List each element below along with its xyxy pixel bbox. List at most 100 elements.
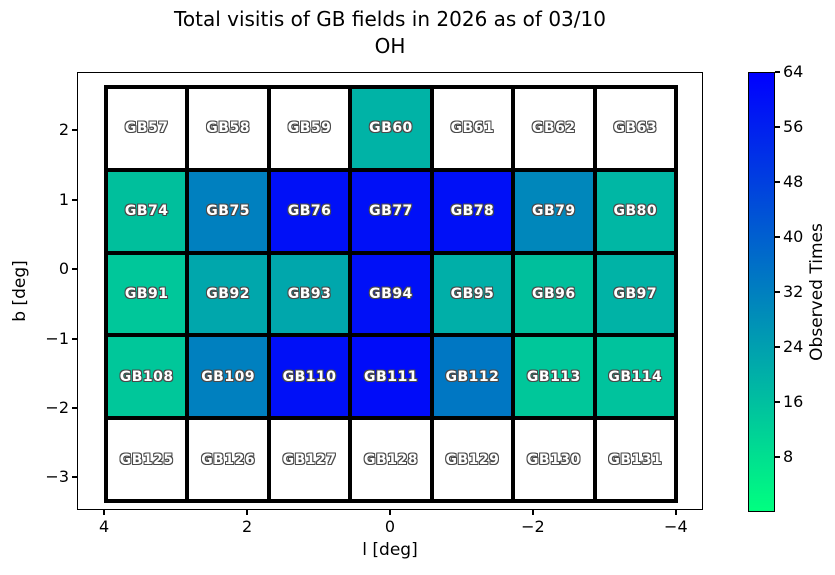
- chart-title: Total visitis of GB fields in 2026 as of…: [0, 6, 780, 60]
- colorbar-tick: [775, 71, 780, 73]
- field-cell-label: GB112: [445, 368, 500, 385]
- field-cell-gb128: GB128: [350, 418, 432, 501]
- y-tick-label: −2: [45, 397, 69, 417]
- x-tick: [531, 510, 534, 515]
- plot-area: GB57 GB58 GB59 GB60 GB61 GB62 GB63 GB74 GB75 GB76…: [77, 72, 703, 510]
- x-tick-label: 0: [384, 517, 396, 536]
- field-cell-gb92: GB92: [187, 252, 269, 336]
- colorbar-tick: [775, 236, 780, 238]
- y-tick-label: 2: [58, 120, 69, 140]
- field-cell-label: GB97: [613, 285, 658, 302]
- field-cell-label: GB130: [526, 451, 581, 468]
- field-cell-gb108: GB108: [106, 335, 188, 419]
- field-grid: GB57 GB58 GB59 GB60 GB61 GB62 GB63 GB74 GB75 GB76…: [104, 85, 678, 503]
- field-cell-gb77: GB77: [350, 169, 432, 253]
- field-cell-label: GB125: [119, 451, 174, 468]
- field-cell-label: GB92: [206, 285, 250, 302]
- field-cell-label: GB114: [608, 368, 663, 385]
- colorbar: [748, 72, 775, 512]
- colorbar-tick-label: 32: [783, 282, 804, 301]
- field-cell-gb75: GB75: [187, 169, 269, 253]
- y-tick: [72, 268, 77, 271]
- field-cell-gb79: GB79: [513, 169, 595, 253]
- field-cell-gb112: GB112: [431, 335, 514, 419]
- field-cell-label: GB93: [287, 285, 332, 302]
- field-cell-gb58: GB58: [187, 87, 269, 170]
- x-tick: [674, 510, 677, 515]
- y-axis-label: b [deg]: [10, 260, 30, 322]
- field-cell-gb63: GB63: [594, 87, 676, 170]
- field-cell-gb94: GB94: [350, 252, 432, 336]
- field-cell-gb131: GB131: [594, 418, 676, 501]
- x-tick-label: 4: [99, 517, 110, 536]
- field-cell-gb60: GB60: [350, 87, 432, 170]
- field-cell-gb76: GB76: [268, 169, 351, 253]
- y-tick: [72, 129, 77, 132]
- x-tick: [103, 510, 106, 515]
- field-cell-label: GB77: [369, 203, 413, 220]
- colorbar-tick: [775, 346, 780, 348]
- x-tick-label: −4: [664, 517, 688, 536]
- field-cell-gb126: GB126: [187, 418, 269, 501]
- field-cell-gb109: GB109: [187, 335, 269, 419]
- x-tick-label: −2: [521, 517, 545, 536]
- y-tick-label: −3: [45, 467, 69, 487]
- field-cell-label: GB62: [532, 120, 576, 137]
- field-cell-label: GB95: [450, 285, 495, 302]
- field-cell-label: GB96: [532, 285, 576, 302]
- field-cell-gb91: GB91: [106, 252, 188, 336]
- field-cell-gb59: GB59: [268, 87, 351, 170]
- y-tick-label: 0: [58, 259, 69, 279]
- field-cell-label: GB109: [201, 368, 256, 385]
- field-cell-gb125: GB125: [106, 418, 188, 501]
- colorbar-tick: [775, 126, 780, 128]
- colorbar-tick-label: 24: [783, 337, 804, 356]
- field-cell-gb80: GB80: [594, 169, 676, 253]
- field-cell-label: GB110: [282, 368, 337, 385]
- colorbar-label: Observed Times: [807, 223, 827, 361]
- x-tick: [246, 510, 249, 515]
- field-cell-gb93: GB93: [268, 252, 351, 336]
- chart-title-line2: OH: [374, 34, 406, 58]
- field-cell-gb78: GB78: [431, 169, 514, 253]
- y-tick: [72, 406, 77, 409]
- colorbar-tick: [775, 456, 780, 458]
- field-cell-label: GB80: [613, 203, 658, 220]
- colorbar-tick-label: 16: [783, 392, 804, 411]
- field-cell-label: GB74: [124, 203, 169, 220]
- field-cell-gb113: GB113: [513, 335, 595, 419]
- y-tick: [72, 476, 77, 479]
- field-cell-label: GB63: [613, 120, 658, 137]
- field-cell-gb130: GB130: [513, 418, 595, 501]
- chart-title-line1: Total visitis of GB fields in 2026 as of…: [174, 7, 606, 31]
- field-cell-gb110: GB110: [268, 335, 351, 419]
- colorbar-tick-label: 56: [783, 117, 804, 136]
- colorbar-tick: [775, 401, 780, 403]
- y-tick-label: −1: [45, 328, 69, 348]
- y-tick: [72, 198, 77, 201]
- field-cell-label: GB94: [369, 285, 413, 302]
- field-cell-label: GB126: [201, 451, 256, 468]
- colorbar-tick-label: 64: [783, 62, 804, 81]
- field-cell-label: GB78: [450, 203, 495, 220]
- field-cell-label: GB129: [445, 451, 500, 468]
- field-cell-gb62: GB62: [513, 87, 595, 170]
- field-cell-label: GB79: [532, 203, 576, 220]
- field-cell-gb96: GB96: [513, 252, 595, 336]
- field-cell-gb127: GB127: [268, 418, 351, 501]
- field-cell-gb57: GB57: [106, 87, 188, 170]
- colorbar-tick-label: 8: [783, 447, 794, 466]
- field-cell-label: GB76: [287, 203, 332, 220]
- colorbar-tick-label: 40: [783, 227, 804, 246]
- field-cell-label: GB58: [206, 120, 250, 137]
- field-cell-label: GB59: [287, 120, 332, 137]
- field-cell-gb97: GB97: [594, 252, 676, 336]
- x-tick-label: 2: [241, 517, 253, 536]
- field-cell-label: GB91: [124, 285, 169, 302]
- field-cell-gb95: GB95: [431, 252, 514, 336]
- field-cell-label: GB131: [608, 451, 663, 468]
- field-cell-gb74: GB74: [106, 169, 188, 253]
- field-cell-gb111: GB111: [350, 335, 432, 419]
- x-axis-label: l [deg]: [362, 540, 418, 560]
